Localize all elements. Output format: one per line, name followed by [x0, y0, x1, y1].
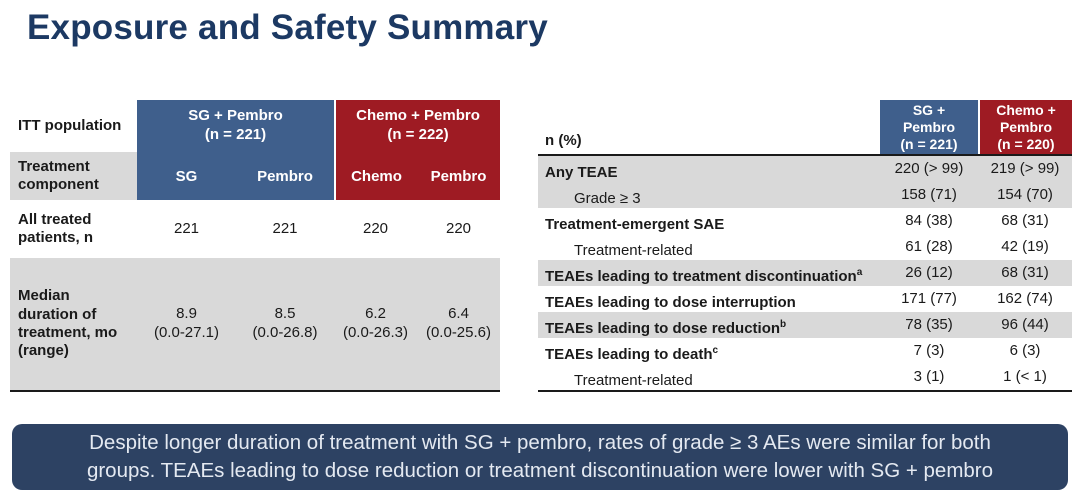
table-row: TEAEs leading to dose reductionb 78 (35)…	[538, 312, 1072, 338]
table-row: Grade ≥ 3 158 (71) 154 (70)	[538, 182, 1072, 208]
itt-corner-label: ITT population	[18, 116, 122, 134]
table-row: TEAEs leading to treatment discontinuati…	[538, 260, 1072, 286]
teae-safety-table: n (%) SG + Pembro (n = 221) Chemo + Pemb…	[538, 100, 1072, 392]
itt-exposure-table: ITT population SG + Pembro (n = 221) Che…	[10, 100, 500, 392]
table-row: Treatment-related 61 (28) 42 (19)	[574, 238, 1049, 259]
callout-line: Despite longer duration of treatment wit…	[89, 431, 991, 454]
row-label: Median duration of treatment, mo (range)	[10, 258, 137, 390]
cell-value: 8.9 (0.0-27.1)	[137, 258, 236, 390]
table-row: Any TEAE 220 (> 99) 219 (> 99)	[538, 156, 1072, 182]
group-name: Chemo + Pembro	[356, 107, 480, 125]
page-title: Exposure and Safety Summary	[27, 8, 548, 47]
treatment-component-label: Treatment component	[10, 152, 137, 200]
row-label: All treated patients, n	[18, 210, 94, 246]
group-header-sg-pembro: SG + Pembro (n = 221)	[137, 100, 334, 152]
cell-value: 220	[445, 219, 472, 237]
group-n: (n = 221)	[204, 126, 267, 143]
column-header-chemo-pembro: Chemo + Pembro (n = 220)	[978, 100, 1072, 154]
table-row: TEAEs leading to dose interruption 171 (…	[545, 290, 1053, 311]
summary-callout: Despite longer duration of treatment wit…	[12, 424, 1068, 490]
group-n: (n = 222)	[387, 126, 449, 143]
component-pembro: Pembro	[236, 152, 334, 200]
table-row: Treatment-related 3 (1) 1 (< 1)	[574, 368, 1047, 389]
cell-value: 221	[272, 219, 298, 237]
component-chemo: Chemo	[334, 152, 417, 200]
column-header-sg-pembro: SG + Pembro (n = 221)	[880, 100, 978, 154]
callout-line: groups. TEAEs leading to dose reduction …	[86, 459, 994, 482]
component-pembro: Pembro	[417, 152, 500, 200]
n-pct-label: n (%)	[545, 132, 582, 149]
component-sg: SG	[137, 152, 236, 200]
table-row: Treatment-emergent SAE 84 (38) 68 (31)	[545, 212, 1049, 233]
table-row: TEAEs leading to deathc 7 (3) 6 (3)	[545, 342, 1041, 363]
group-name: SG + Pembro	[188, 107, 283, 125]
table-header-row: n (%) SG + Pembro (n = 221) Chemo + Pemb…	[538, 100, 1072, 156]
cell-value: 220	[362, 219, 389, 237]
cell-value: 221	[173, 219, 200, 237]
cell-value: 8.5 (0.0-26.8)	[236, 258, 334, 390]
cell-value: 6.2 (0.0-26.3)	[334, 258, 417, 390]
group-header-chemo-pembro: Chemo + Pembro (n = 222)	[334, 100, 500, 152]
cell-value: 6.4 (0.0-25.6)	[417, 258, 500, 390]
